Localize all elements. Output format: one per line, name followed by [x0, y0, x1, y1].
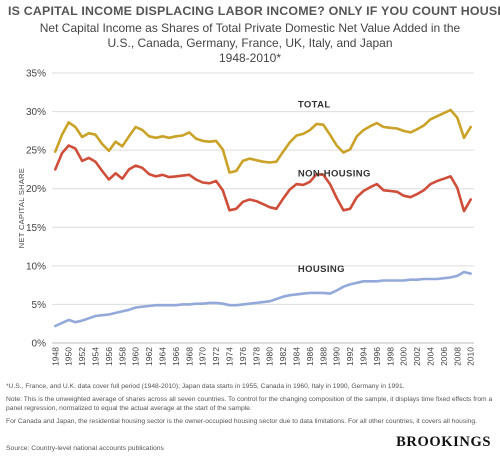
x-tick-label: 1972 — [211, 347, 221, 366]
y-tick-label: 30% — [26, 107, 46, 118]
brookings-logo: BROOKINGS — [396, 434, 491, 450]
series-line-non-housing — [53, 144, 473, 213]
x-tick-label: 1980 — [265, 347, 275, 366]
x-tick-label: 2002 — [412, 347, 422, 366]
y-tick-label: 25% — [26, 146, 46, 157]
y-tick-label: 35% — [26, 69, 46, 80]
x-tick-label: 1996 — [372, 347, 382, 366]
x-tick-label: 1986 — [305, 347, 315, 366]
x-tick-label: 1988 — [318, 347, 328, 366]
x-tick-label: 2000 — [399, 347, 409, 366]
footnote-coverage: *U.S., France, and U.K. data cover full … — [6, 383, 405, 390]
x-tick-label: 1970 — [198, 347, 208, 366]
chart-title-line2: U.S., Canada, Germany, France, UK, Italy… — [107, 36, 393, 50]
headline: IS CAPITAL INCOME DISPLACING LABOR INCOM… — [8, 4, 500, 18]
x-tick-label: 1976 — [238, 347, 248, 366]
x-tick-label: 2008 — [452, 347, 462, 366]
x-tick-label: 1962 — [144, 347, 154, 366]
x-tick-label: 1994 — [358, 347, 368, 366]
x-tick-label: 1990 — [332, 347, 342, 366]
x-tick-label: 1998 — [385, 347, 395, 366]
y-tick-label: 5% — [32, 300, 47, 311]
x-tick-label: 1948 — [50, 347, 60, 366]
y-tick-label: 15% — [26, 223, 46, 234]
x-tick-label: 1992 — [345, 347, 355, 366]
x-tick-label: 1954 — [91, 347, 101, 366]
x-tick-label: 1974 — [225, 347, 235, 366]
y-tick-label: 10% — [26, 261, 46, 272]
series-line-total — [53, 108, 473, 174]
chart-title-line1: Net Capital Income as Shares of Total Pr… — [39, 21, 461, 35]
series-label-total: TOTAL — [298, 100, 331, 111]
footnote-method: Note: This is the unweighted average of … — [6, 395, 493, 412]
x-tick-label: 1984 — [291, 347, 301, 366]
y-axis-label: NET CAPITAL SHARE — [17, 168, 26, 248]
x-tick-label: 1958 — [117, 347, 127, 366]
x-tick-label: 2006 — [439, 347, 449, 366]
chart-title-line3: 1948-2010* — [218, 51, 282, 65]
series-label-non-housing: NON-HOUSING — [298, 168, 371, 179]
x-tick-label: 1978 — [251, 347, 261, 366]
chart-subtitle: Net Capital Income as Shares of Total Pr… — [0, 21, 500, 66]
source-note: Source: Country-level national accounts … — [6, 445, 164, 452]
x-tick-label: 1956 — [104, 347, 114, 366]
x-tick-label: 2004 — [425, 347, 435, 366]
x-tick-label: 1966 — [171, 347, 181, 366]
x-tick-label: 1950 — [64, 347, 74, 366]
x-tick-label: 2010 — [466, 347, 476, 366]
footnotes: *U.S., France, and U.K. data cover full … — [6, 382, 494, 429]
x-tick-label: 1964 — [158, 347, 168, 366]
series-label-housing: HOUSING — [298, 264, 345, 275]
line-chart: 0%5%10%15%20%25%30%35%1948 1950 1952 1954 19… — [17, 69, 476, 366]
footnote-housing: For Canada and Japan, the residential ho… — [6, 417, 477, 425]
series-line-housing — [53, 270, 473, 328]
y-tick-label: 0% — [32, 339, 47, 350]
x-tick-label: 1968 — [184, 347, 194, 366]
x-tick-label: 1982 — [278, 347, 288, 366]
x-tick-label: 1960 — [131, 347, 141, 366]
x-tick-label: 1952 — [77, 347, 87, 366]
y-tick-label: 20% — [26, 184, 46, 195]
